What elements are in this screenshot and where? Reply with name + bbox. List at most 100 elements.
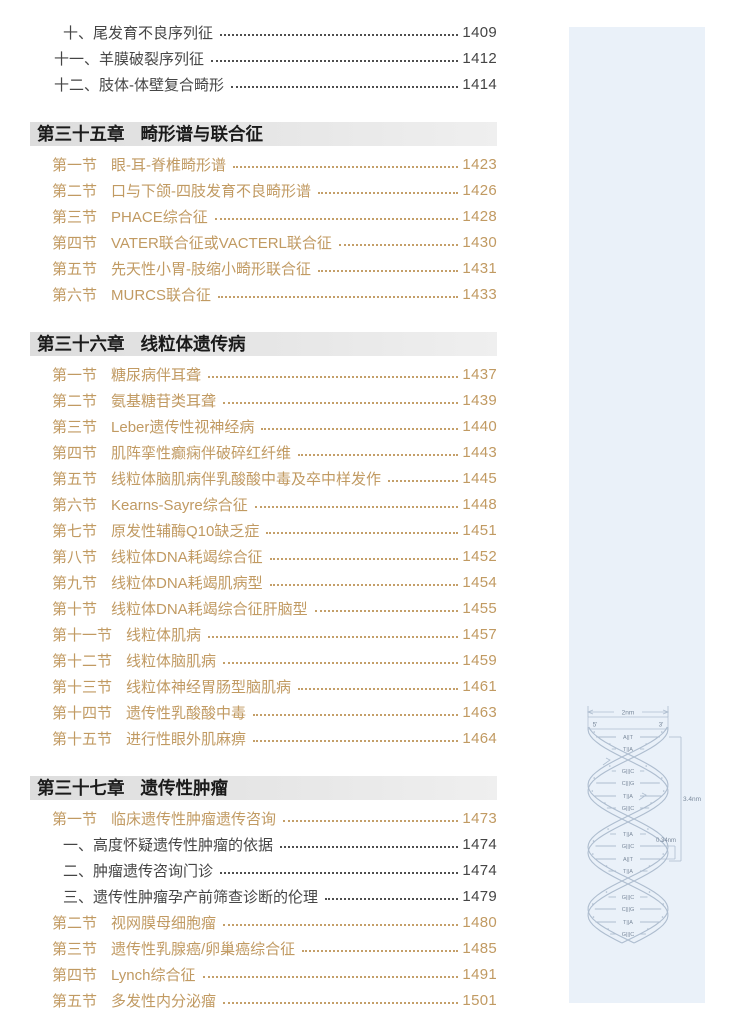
backbone-dot [661, 840, 664, 842]
toc-entry-page: 1485 [462, 939, 497, 957]
toc-entry: 第八节 线粒体DNA耗竭综合征 1452 [30, 543, 497, 569]
dot-leader [223, 402, 459, 404]
toc-entry-title: 十、尾发育不良序列征 [63, 24, 214, 42]
backbone-dot [645, 765, 647, 767]
chapter-heading: 第三十五章 畸形谱与联合征 [30, 122, 497, 146]
chapter-number: 第三十七章 [37, 778, 125, 798]
backbone-dot [593, 731, 595, 733]
toc-entry-page: 1452 [462, 547, 497, 565]
dot-leader [325, 898, 459, 900]
toc-entry-page: 1414 [462, 75, 497, 93]
toc-entry-title: 三、遗传性肿瘤孕产前筛查诊断的伦理 [63, 888, 319, 906]
dot-leader [211, 60, 459, 62]
base-pair-label: G|||C [622, 932, 635, 938]
toc-entry-title: Kearns-Sayre综合征 [111, 496, 248, 514]
toc-entry-title: 二、肿瘤遗传咨询门诊 [63, 862, 214, 880]
toc-entry: 第四节 VATER联合征或VACTERL联合征 1430 [30, 229, 497, 255]
dot-leader [233, 166, 459, 168]
toc-chapter: 第三十六章 线粒体遗传病第一节 糖尿病伴耳聋 1437 第二节 氨基糖苷类耳聋 1439 第三… [30, 332, 497, 751]
dot-leader [220, 34, 459, 36]
toc-entry: 第十五节 进行性眼外肌麻痹 1464 [30, 725, 497, 751]
toc-entry-title: 糖尿病伴耳聋 [111, 366, 202, 384]
toc-entry-page: 1464 [462, 729, 497, 747]
toc-entry: 第二节 视网膜母细胞瘤 1480 [30, 909, 497, 935]
toc-entry-number: 第五节 [52, 470, 98, 488]
toc-entry-page: 1431 [462, 259, 497, 277]
toc-entry-title: 线粒体脑肌病伴乳酸酸中毒及卒中样发作 [111, 470, 382, 488]
toc-entry-page: 1439 [462, 391, 497, 409]
base-pair-label: G|||C [622, 895, 635, 901]
backbone-dot [661, 731, 663, 733]
toc-entry-page: 1440 [462, 417, 497, 435]
toc-entry-page: 1461 [462, 677, 497, 695]
chapter-number: 第三十六章 [37, 334, 125, 354]
dot-leader [208, 636, 459, 638]
backbone-dot [604, 802, 606, 804]
helix-strand [587, 726, 669, 944]
backbone-dot [592, 840, 595, 842]
toc-entry-number: 第五节 [52, 992, 98, 1010]
dot-leader [223, 1002, 459, 1004]
backbone-dot [645, 743, 647, 745]
toc-entry-number: 第五节 [52, 260, 98, 278]
dot-leader [253, 714, 459, 716]
dot-leader [318, 270, 459, 272]
backbone-dot [591, 790, 594, 792]
toc-entry-page: 1473 [462, 809, 497, 827]
toc-entry: 三、遗传性肿瘤孕产前筛查诊断的伦理 1479 [30, 883, 497, 909]
toc-entry-number: 第一节 [52, 366, 98, 384]
toc-entry-title: 线粒体DNA耗竭综合征肝脑型 [111, 600, 308, 618]
toc-entry-page: 1445 [462, 469, 497, 487]
strand-arrow-icon [638, 792, 647, 801]
dot-leader [261, 428, 459, 430]
toc-entry-page: 1474 [462, 835, 497, 853]
toc-entry-page: 1443 [462, 443, 497, 461]
backbone-dot [661, 916, 664, 918]
toc-entry-number: 第四节 [52, 966, 98, 984]
toc-entry: 第二节 氨基糖苷类耳聋 1439 [30, 387, 497, 413]
base-pair-label: G|||C [622, 769, 635, 775]
toc-chapter: 第三十五章 畸形谱与联合征第一节 眼-耳-脊椎畸形谱 1423 第二节 口与下颌-四肢发育… [30, 122, 497, 307]
helix-strand [587, 726, 669, 944]
toc-entry-title: 遗传性乳腺癌/卵巢癌综合征 [111, 940, 296, 958]
toc-entry-title: 肌阵挛性癫痫伴破碎红纤维 [111, 444, 292, 462]
toc-entry-number: 第十一节 [52, 626, 113, 644]
toc-entry: 第五节 多发性内分泌瘤 1501 [30, 987, 497, 1013]
chapter-entries: 第一节 眼-耳-脊椎畸形谱 1423 第二节 口与下颌-四肢发育不良畸形谱 1426 第三节… [30, 151, 497, 307]
toc-entry-page: 1451 [462, 521, 497, 539]
dot-leader [283, 820, 459, 822]
toc-entry-number: 第十三节 [52, 678, 113, 696]
toc-entry-number: 第三节 [52, 940, 98, 958]
toc-entry-title: Leber遗传性视神经病 [111, 418, 255, 436]
toc-entry-page: 1412 [462, 49, 497, 67]
dot-leader [298, 688, 459, 690]
toc-entry: 第三节 遗传性乳腺癌/卵巢癌综合征 1485 [30, 935, 497, 961]
toc-entry-number: 第三节 [52, 208, 98, 226]
toc-entry-number: 第一节 [52, 810, 98, 828]
toc-entry-page: 1457 [462, 625, 497, 643]
toc-entry-title: 线粒体DNA耗竭肌病型 [111, 574, 263, 592]
toc-entry: 第六节 MURCS联合征 1433 [30, 281, 497, 307]
decorative-side-panel: A||T T||A G|||C C|||G T||A G|||C T||A G|||C A||T… [569, 27, 705, 1003]
toc-entry: 第十节 线粒体DNA耗竭综合征肝脑型 1455 [30, 595, 497, 621]
base-pair-label: G|||C [622, 844, 635, 850]
backbone-dot [647, 928, 649, 930]
arrow-right-icon [662, 709, 670, 715]
toc-entry-page: 1433 [462, 285, 497, 303]
dot-leader [254, 506, 459, 508]
toc-entry-title: 先天性小胃-肢缩小畸形联合征 [111, 260, 312, 278]
toc-entry-number: 第十五节 [52, 730, 113, 748]
dot-leader [220, 872, 459, 874]
dot-leader [388, 480, 459, 482]
toc-entry-number: 第十二节 [52, 652, 113, 670]
toc-entry-page: 1437 [462, 365, 497, 383]
base-pair-label: C|||G [622, 781, 635, 787]
toc-entry: 十一、羊膜破裂序列征 1412 [30, 45, 497, 71]
toc-entry: 第九节 线粒体DNA耗竭肌病型 1454 [30, 569, 497, 595]
dot-leader [202, 976, 459, 978]
chapter-heading: 第三十六章 线粒体遗传病 [30, 332, 497, 356]
chapter-heading: 第三十七章 遗传性肿瘤 [30, 776, 497, 800]
toc-entry-number: 第一节 [52, 156, 98, 174]
chapter-entries: 第一节 糖尿病伴耳聋 1437 第二节 氨基糖苷类耳聋 1439 第三节 Leber遗传性视神… [30, 361, 497, 751]
toc-entry-number: 第三节 [52, 418, 98, 436]
